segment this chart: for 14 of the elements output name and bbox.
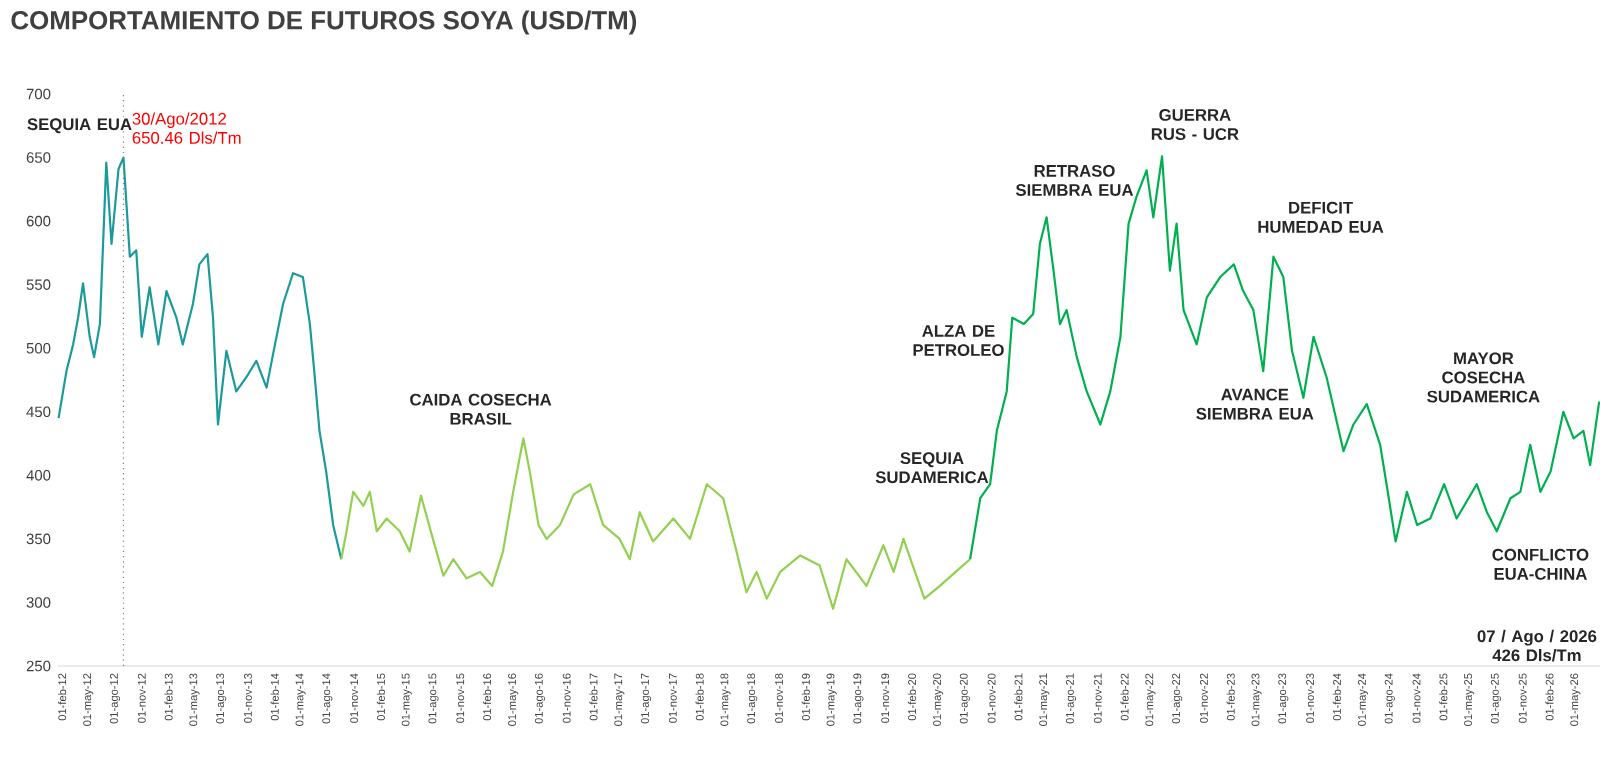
annotation: SEQUIA EUA	[27, 118, 132, 134]
annotation: AVANCE SIEMBRA EUA	[1196, 388, 1314, 420]
annotation: 07 / Ago / 2026 426 Dls/Tm	[1477, 629, 1597, 662]
annotation: RETRASO SIEMBRA EUA	[1015, 164, 1134, 196]
annotation: SEQUIA SUDAMERICA	[875, 452, 989, 484]
line-series	[57, 156, 343, 561]
chart-title: COMPORTAMIENTO DE FUTUROS SOYA (USD/TM)	[11, 10, 637, 35]
annotation: CONFLICTO EUA-CHINA	[1492, 548, 1589, 580]
annotation: GUERRA RUS - UCR	[1151, 109, 1239, 140]
annotation: ALZA DE PETROLEO	[913, 325, 1004, 356]
annotation: CAIDA COSECHA BRASIL	[410, 393, 552, 425]
annotation: DEFICIT HUMEDAD EUA	[1258, 201, 1384, 233]
ref-line-label: 30/Ago/2012 650.46 Dls/Tm	[132, 112, 241, 144]
annotation: MAYOR COSECHA SUDAMERICA	[1427, 352, 1540, 403]
